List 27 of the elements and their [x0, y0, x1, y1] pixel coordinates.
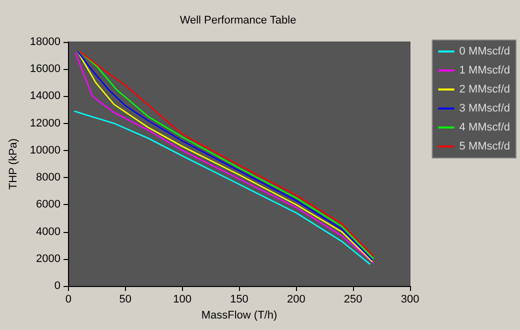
y-tick-label: 2000	[36, 252, 60, 265]
x-axis-title: MassFlow (T/h)	[201, 310, 278, 322]
x-tick-label: 50	[119, 294, 132, 306]
legend-label: 3 MMscf/d	[459, 102, 510, 114]
x-tick-label: 0	[65, 294, 72, 306]
x-tick-label: 300	[400, 294, 420, 306]
y-tick-label: 14000	[30, 90, 60, 102]
y-tick-label: 4000	[36, 226, 60, 238]
y-tick-label: 16000	[30, 63, 60, 76]
y-tick-label: 0	[54, 280, 60, 292]
y-tick-label: 12000	[30, 117, 60, 130]
legend-label: 4 MMscf/d	[459, 122, 510, 134]
x-tick-label: 200	[286, 294, 306, 306]
y-axis-title: THP (kPa)	[8, 138, 20, 190]
y-tick-label: 18000	[30, 36, 60, 48]
y-tick-label: 8000	[36, 172, 60, 184]
y-tick-label: 10000	[30, 144, 60, 156]
legend-label: 0 MMscf/d	[459, 46, 510, 58]
x-tick-label: 100	[173, 294, 192, 306]
legend-label: 2 MMscf/d	[459, 84, 510, 96]
chart-title: Well Performance Table	[180, 14, 296, 26]
x-tick-label: 250	[344, 294, 362, 306]
line-series	[74, 110, 371, 265]
legend-label: 1 MMscf/d	[459, 64, 510, 76]
legend-label: 5 MMscf/d	[459, 140, 510, 152]
y-tick-label: 6000	[36, 198, 60, 211]
x-tick-label: 150	[230, 294, 248, 306]
